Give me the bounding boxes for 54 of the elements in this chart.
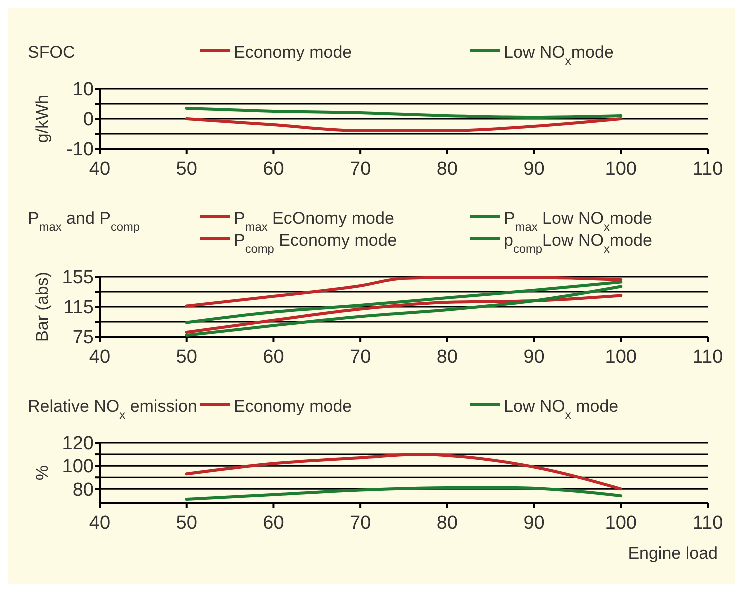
x-axis-title: Engine load [628, 544, 718, 563]
x-tick-label: 50 [176, 347, 198, 368]
line-series [185, 118, 623, 132]
x-tick-label: 50 [176, 159, 198, 180]
x-tick-label: 70 [350, 159, 372, 180]
x-tick-label: 40 [89, 347, 111, 368]
y-tick-label: 0 [83, 110, 94, 131]
x-tick-label: 40 [89, 513, 111, 534]
x-tick-label: 60 [263, 159, 284, 180]
y-tick-label: 155 [62, 268, 94, 289]
legend-label: Low NO$_{x}$mode [504, 43, 614, 68]
chart-title: SFOC [28, 43, 76, 62]
x-tick-label: 90 [524, 513, 545, 534]
x-tick-label: 110 [692, 513, 724, 534]
y-axis-title: Bar (abs) [33, 272, 52, 342]
y-tick-label: 100 [62, 456, 94, 478]
legend-label: P$_{comp}$ Economy mode [234, 231, 398, 256]
x-tick-label: 100 [605, 513, 637, 534]
y-tick-label: 120 [62, 434, 94, 455]
x-tick-label: 50 [176, 513, 198, 534]
x-tick-label: 70 [350, 347, 372, 368]
y-tick-label: 80 [72, 480, 94, 501]
y-tick-label: 115 [64, 298, 94, 319]
y-axis-title: % [33, 465, 52, 481]
x-tick-label: 60 [263, 347, 284, 368]
line-series [185, 453, 623, 491]
x-tick-label: 80 [436, 347, 458, 368]
y-axis-title: g/kWh [33, 94, 52, 144]
x-tick-label: 90 [524, 159, 545, 180]
line-series [185, 486, 623, 502]
y-tick-label: 10 [72, 80, 94, 101]
line-series [185, 294, 623, 334]
line-series [185, 107, 623, 119]
x-tick-label: 110 [692, 347, 724, 368]
x-tick-label: 60 [263, 513, 284, 534]
x-tick-label: 80 [436, 513, 458, 534]
legend-label: P$_{max}$ EcOnomy mode [234, 209, 394, 234]
legend-label: Low NO$_{x}$ mode [504, 397, 619, 422]
legend-label: P$_{max}$ Low NO$_{x}$mode [504, 209, 652, 234]
x-tick-label: 100 [605, 159, 637, 180]
x-tick-label: 80 [436, 159, 458, 180]
chart-title: P$_{max}$ and P$_{comp}$ [28, 209, 140, 234]
x-tick-label: 110 [692, 159, 724, 180]
x-tick-label: 90 [524, 347, 545, 368]
y-tick-label: -10 [66, 140, 94, 161]
y-tick-label: 75 [72, 328, 94, 349]
legend-label: p$_{comp}$Low NO$_{x}$mode [504, 231, 652, 256]
x-tick-label: 100 [605, 347, 637, 368]
legend-label: Economy mode [234, 397, 352, 416]
line-series [185, 276, 623, 308]
legend-label: Economy mode [234, 43, 352, 62]
chart-title: Relative NO$_{x}$ emission [28, 397, 198, 422]
x-tick-label: 70 [350, 513, 372, 534]
x-tick-label: 40 [89, 159, 111, 180]
